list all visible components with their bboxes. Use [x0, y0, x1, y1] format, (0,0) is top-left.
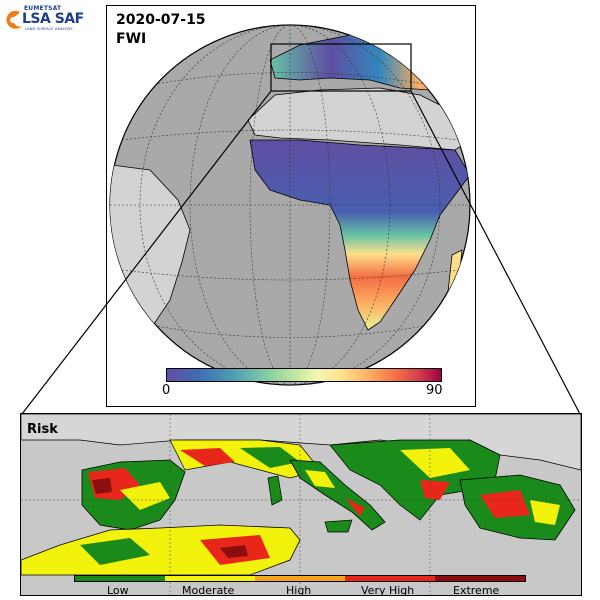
graticule — [110, 25, 470, 385]
fwi-colorbar-min-label: 0 — [162, 383, 171, 398]
risk-label-high: High — [286, 584, 312, 597]
risk-swatch-extreme — [435, 576, 525, 581]
risk-swatch-moderate — [165, 576, 255, 581]
globe — [109, 24, 471, 386]
map-date: 2020-07-15 — [116, 12, 206, 28]
risk-label-low: Low — [107, 584, 129, 597]
lsa-saf-logo: EUMETSAT LSA SAF LAND SURFACE ANALYSIS — [2, 2, 106, 38]
risk-swatch-very-high — [345, 576, 435, 581]
risk-swatch-high — [255, 576, 345, 581]
sicily — [324, 519, 353, 533]
logo-swirl-icon — [6, 10, 22, 29]
risk-label-moderate: Moderate — [182, 584, 235, 597]
zoom-extent-box — [270, 43, 412, 92]
logo-tagline: LAND SURFACE ANALYSIS — [25, 27, 73, 31]
risk-swatch-low — [75, 576, 165, 581]
risk-colorbar — [74, 575, 526, 582]
zoom-connector-lines — [21, 90, 581, 415]
risk-map — [21, 414, 581, 595]
logo-org: EUMETSAT — [24, 5, 62, 12]
africa-fwi — [249, 139, 470, 331]
globe-title: 2020-07-15 FWI — [116, 11, 206, 49]
fwi-colorbar-max-label: 90 — [426, 383, 443, 398]
risk-label-extreme: Extreme — [453, 584, 500, 597]
risk-title: Risk — [27, 422, 58, 437]
zoom-panel — [20, 413, 582, 596]
map-variable: FWI — [116, 31, 147, 47]
logo-name: LSA SAF — [22, 11, 84, 27]
risk-label-very-high: Very High — [361, 584, 415, 597]
sahara — [247, 87, 470, 151]
fwi-colorbar — [166, 368, 442, 382]
